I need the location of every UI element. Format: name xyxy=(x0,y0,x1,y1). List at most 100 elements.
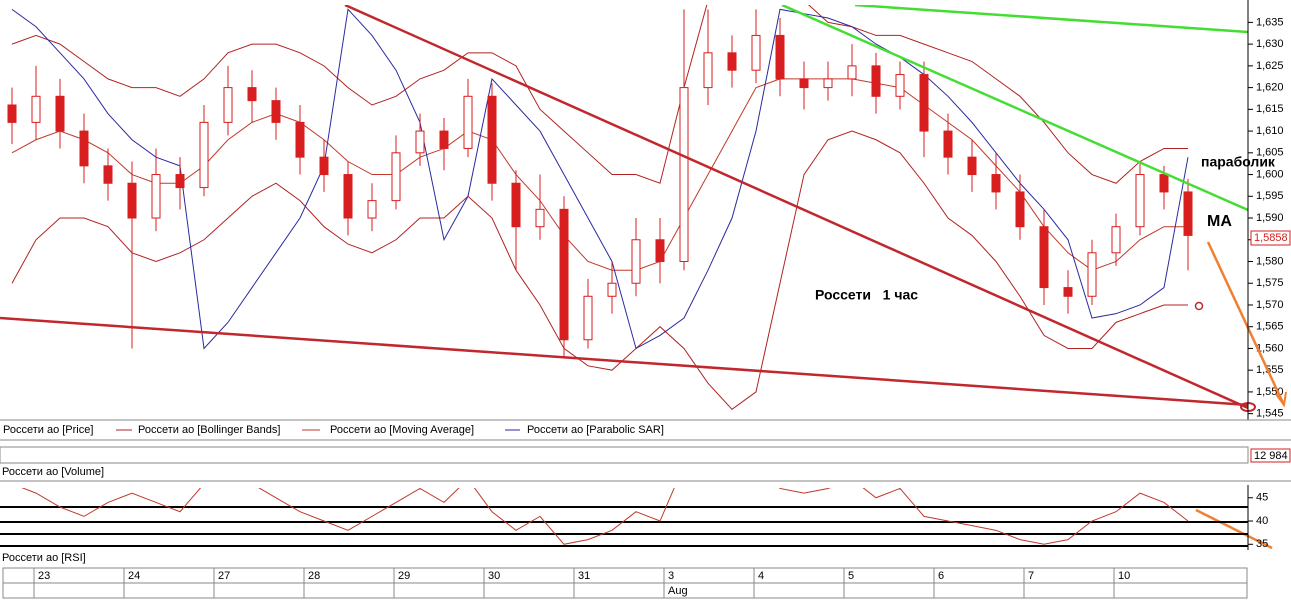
candle-body xyxy=(487,95,497,184)
candle-body xyxy=(655,239,665,262)
candle-body xyxy=(703,52,713,89)
y-tick-label: 1,595 xyxy=(1256,190,1284,202)
trend-line xyxy=(344,5,1248,410)
indicator-line xyxy=(11,5,1188,184)
candle-body xyxy=(1111,226,1121,254)
y-tick-label: 1,570 xyxy=(1256,299,1284,311)
annotation: MA xyxy=(1207,213,1232,230)
volume-value: 12 984 xyxy=(1254,450,1288,462)
y-tick-label: 1,620 xyxy=(1256,82,1284,94)
candle-body xyxy=(223,87,233,123)
trend-line xyxy=(854,5,1248,34)
candle-body xyxy=(847,65,857,80)
candle-body xyxy=(31,95,41,123)
trend-line xyxy=(781,5,1248,212)
price-panel xyxy=(7,5,1193,410)
candle-body xyxy=(247,87,257,102)
candle-body xyxy=(1015,191,1025,228)
candle-body xyxy=(1087,252,1097,297)
panel-label: Россети ао [Volume] xyxy=(2,466,104,478)
y-tick-label: 1,575 xyxy=(1256,277,1284,289)
candle-body xyxy=(775,34,785,80)
day-label: 3 xyxy=(668,570,674,582)
y-tick-label: 1,615 xyxy=(1256,103,1284,115)
candle-body xyxy=(895,74,905,97)
candle-body xyxy=(199,121,209,189)
day-label: 23 xyxy=(38,570,50,582)
day-label: 24 xyxy=(128,570,140,582)
y-tick-label: 1,610 xyxy=(1256,125,1284,137)
volume-box xyxy=(1250,448,1291,463)
candle-body xyxy=(799,78,809,89)
candle-body xyxy=(151,174,161,219)
candle-body xyxy=(1159,174,1169,193)
month-label: Aug xyxy=(668,585,688,597)
y-tick-label: 1,590 xyxy=(1256,212,1284,224)
candle-body xyxy=(751,34,761,71)
day-label: 28 xyxy=(308,570,320,582)
trend-line xyxy=(0,316,1248,407)
candle-body xyxy=(679,87,689,262)
day-label: 31 xyxy=(578,570,590,582)
candle-body xyxy=(511,182,521,228)
candle-body xyxy=(727,52,737,71)
marker xyxy=(1194,301,1204,311)
last-price: 1,5858 xyxy=(1254,232,1288,244)
y-tick-label: 1,600 xyxy=(1256,168,1284,180)
day-label: 4 xyxy=(758,570,764,582)
last-price-box xyxy=(1250,230,1291,246)
day-label: 27 xyxy=(218,570,230,582)
candle-body xyxy=(319,156,329,176)
y-tick-label: 1,560 xyxy=(1256,342,1284,354)
candle-body xyxy=(295,121,305,158)
candle-body xyxy=(415,130,425,154)
candle-body xyxy=(535,208,545,228)
rsi-tick-label: 40 xyxy=(1256,515,1268,527)
y-tick-label: 1,630 xyxy=(1256,38,1284,50)
y-tick-label: 1,635 xyxy=(1256,16,1284,28)
candle-body xyxy=(439,130,449,149)
y-tick-label: 1,565 xyxy=(1256,321,1284,333)
volume-panel xyxy=(0,446,1249,464)
day-label: 6 xyxy=(938,570,944,582)
rsi-tick-label: 35 xyxy=(1256,538,1268,550)
indicator-line xyxy=(11,8,1189,350)
indicator-line xyxy=(11,130,1188,410)
day-label: 5 xyxy=(848,570,854,582)
candle-body xyxy=(919,74,929,132)
rsi-tick-label: 45 xyxy=(1256,492,1268,504)
y-tick-label: 1,545 xyxy=(1256,408,1284,420)
candle-body xyxy=(7,104,17,123)
candle-body xyxy=(943,130,953,158)
candle-body xyxy=(1183,191,1193,236)
candle-body xyxy=(463,95,473,149)
day-label: 29 xyxy=(398,570,410,582)
legend: Россети ао [Price] Россети ао [Bollinger… xyxy=(3,424,664,436)
candle-body xyxy=(391,152,401,202)
rsi-line xyxy=(21,488,1189,545)
legend-entry: Россети ао [Moving Average] xyxy=(330,424,474,436)
candle-body xyxy=(103,165,113,184)
candle-body xyxy=(79,130,89,167)
candle-body xyxy=(583,295,593,341)
legend-entry: Россети ао [Parabolic SAR] xyxy=(527,424,664,436)
day-label: 7 xyxy=(1028,570,1034,582)
candle-body xyxy=(1063,287,1073,297)
candle-body xyxy=(271,100,281,123)
annotation: параболик xyxy=(1201,154,1276,170)
day-label: 10 xyxy=(1118,570,1130,582)
panel-label: Россети ао [RSI] xyxy=(2,552,86,564)
candle-body xyxy=(607,282,617,297)
candle-body xyxy=(343,174,353,219)
legend-entry: Россети ао [Bollinger Bands] xyxy=(138,424,280,436)
candle-body xyxy=(1039,226,1049,289)
candle-body xyxy=(175,174,185,189)
candle-body xyxy=(967,156,977,176)
day-label: 30 xyxy=(488,570,500,582)
arrow xyxy=(1206,241,1286,406)
y-tick-label: 1,555 xyxy=(1256,364,1284,376)
candle-body xyxy=(631,239,641,284)
rsi-panel xyxy=(21,488,1189,545)
